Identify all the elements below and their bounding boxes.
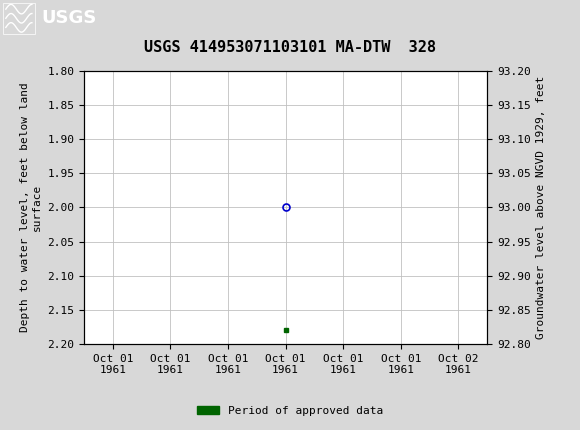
Y-axis label: Groundwater level above NGVD 1929, feet: Groundwater level above NGVD 1929, feet <box>536 76 546 339</box>
Legend: Period of approved data: Period of approved data <box>193 401 387 420</box>
Text: USGS: USGS <box>42 9 97 27</box>
Text: USGS 414953071103101 MA-DTW  328: USGS 414953071103101 MA-DTW 328 <box>144 40 436 55</box>
Bar <box>3 3 35 34</box>
Y-axis label: Depth to water level, feet below land
surface: Depth to water level, feet below land su… <box>20 83 42 332</box>
Bar <box>0 0 37 37</box>
